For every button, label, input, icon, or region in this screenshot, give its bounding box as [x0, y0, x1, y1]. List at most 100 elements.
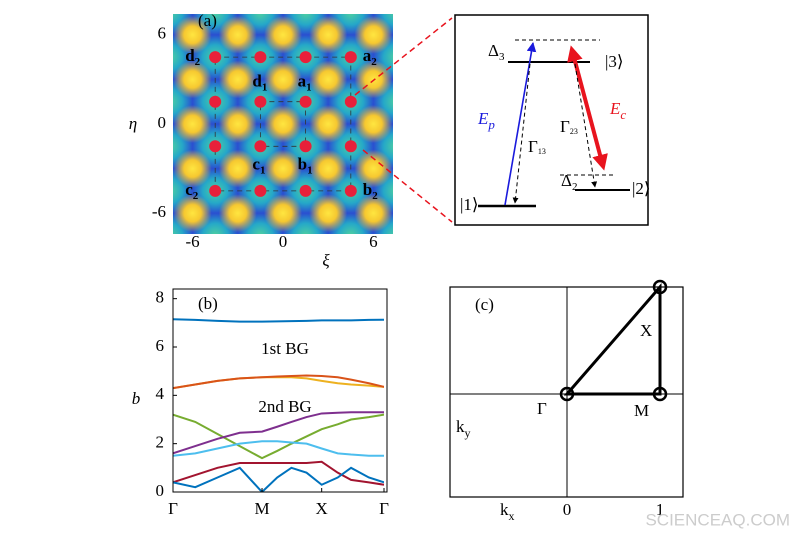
lattice-site: [344, 184, 357, 197]
zoom-line: [354, 17, 453, 96]
site-label: d1: [252, 72, 267, 94]
lattice-site: [299, 140, 312, 153]
lattice-site: [299, 95, 312, 108]
symbol: k: [500, 500, 509, 519]
x-tick-label: Γ: [379, 499, 389, 518]
lattice-site: [254, 184, 267, 197]
lattice-site: [254, 51, 267, 64]
subscript: p: [487, 117, 495, 132]
lattice-site: [344, 95, 357, 108]
symbol: c: [252, 154, 260, 173]
site-label: c2: [185, 180, 199, 202]
y-tick-label: -6: [152, 202, 166, 221]
point-label: X: [640, 321, 652, 340]
brillouin-zone: (c) X Γ M ky kx 0 1: [449, 279, 684, 523]
subscript: 2: [193, 189, 199, 201]
detuning-label: Δ3: [488, 41, 505, 63]
x-tick-label: M: [254, 499, 269, 518]
site-label: d2: [185, 46, 200, 68]
tick-label: 0: [563, 500, 572, 519]
band-line: [173, 318, 384, 323]
band-line: [173, 374, 384, 390]
coupling-arrow: [567, 45, 608, 171]
point-label: M: [634, 401, 649, 420]
level-label: |2⟩: [632, 179, 651, 198]
symbol: Γ: [560, 117, 570, 136]
panel-label: (c): [475, 295, 494, 314]
symbol: d: [252, 72, 262, 91]
subscript: 1: [260, 164, 266, 176]
panel-label: (b): [198, 294, 218, 313]
axis-label: ky: [456, 417, 471, 440]
x-tick-label: -6: [186, 232, 200, 251]
band-line: [173, 440, 384, 457]
y-tick-label: 2: [156, 433, 165, 452]
probe-label: Ep: [477, 109, 495, 132]
decay-arrow: [512, 63, 531, 204]
site-label: a1: [298, 72, 312, 94]
plot-frame: [172, 288, 388, 493]
subscript: c: [620, 107, 626, 122]
symbol: E: [609, 99, 621, 118]
symbol: Δ: [488, 41, 499, 60]
x-tick-label: Γ: [168, 499, 178, 518]
decay-label: Γ23: [560, 117, 578, 136]
y-tick-label: 6: [156, 336, 165, 355]
x-axis-label: ξ: [322, 251, 330, 270]
coupling-label: Ec: [609, 99, 626, 122]
symmetry-point: [652, 386, 668, 402]
subscript: 23: [570, 127, 578, 136]
diagram-frame: [454, 14, 649, 226]
level-diagram: |3⟩ |2⟩ |1⟩ Δ3 Δ2 Ep Ec Γ13 Γ23: [454, 14, 651, 226]
axis-label: kx: [500, 500, 515, 523]
lattice-site: [299, 184, 312, 197]
lattice-site: [209, 51, 222, 64]
lattice-site: [344, 51, 357, 64]
y-tick-label: 8: [156, 288, 165, 307]
annotation: 2nd BG: [258, 397, 311, 416]
symbol: Δ: [561, 171, 572, 190]
x-tick-label: X: [316, 499, 328, 518]
zoom-line: [362, 149, 453, 223]
site-label: b2: [363, 180, 378, 202]
symbol: E: [477, 109, 489, 128]
symmetry-point: [652, 279, 668, 295]
site-label: c1: [252, 154, 265, 176]
probe-arrow: [504, 42, 537, 206]
band-line: [173, 460, 384, 486]
lattice-site: [254, 95, 267, 108]
symbol: b: [298, 154, 307, 173]
y-axis-label: η: [129, 114, 137, 133]
x-tick-label: 0: [279, 232, 288, 251]
subscript: x: [509, 509, 515, 523]
level-label: |3⟩: [605, 52, 624, 71]
lattice-square: [259, 101, 307, 147]
lattice-site: [299, 51, 312, 64]
watermark: SCIENCEAQ.COM: [645, 510, 790, 529]
lattice-site: [254, 140, 267, 153]
subscript: 13: [538, 147, 546, 156]
symbol: c: [185, 180, 193, 199]
subscript: 2: [372, 189, 378, 201]
panel-label: (a): [198, 11, 217, 30]
subscript: y: [465, 426, 471, 440]
lattice-site: [209, 184, 222, 197]
symbol: Γ: [528, 137, 538, 156]
symbol: b: [363, 180, 372, 199]
symbol: a: [298, 72, 307, 91]
plot-area: [173, 318, 384, 492]
y-tick-label: 4: [156, 384, 165, 403]
symbol: d: [185, 46, 195, 65]
symbol: k: [456, 417, 465, 436]
heatmap: [173, 14, 393, 234]
irreducible-zone: [563, 282, 662, 396]
lattice-site: [209, 140, 222, 153]
subscript: 2: [195, 56, 201, 68]
subscript: 2: [371, 56, 377, 68]
annotation: 1st BG: [261, 339, 309, 358]
site-label: a2: [363, 46, 378, 68]
level-label: |1⟩: [460, 195, 479, 214]
